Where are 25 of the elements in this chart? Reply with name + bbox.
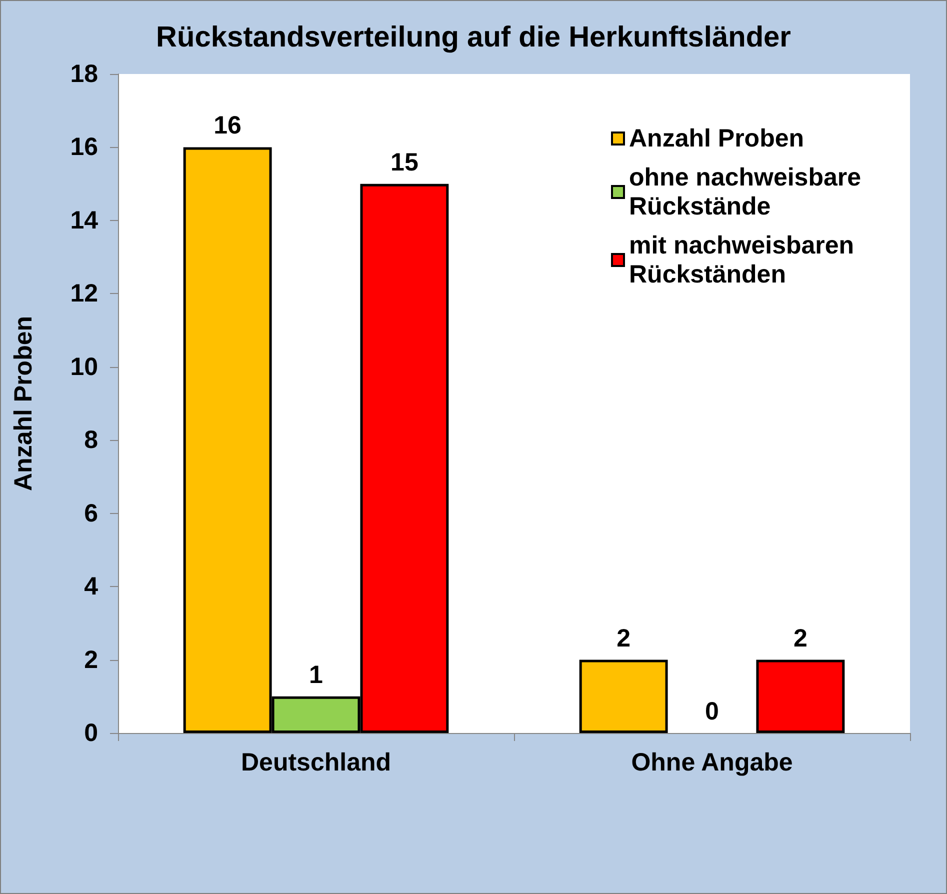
data-label: 0 [705, 698, 719, 726]
y-tick-label: 0 [84, 719, 98, 747]
y-tick-label: 18 [70, 60, 98, 88]
y-tick-label: 12 [70, 280, 98, 308]
legend-label: mit nachweisbaren Rückständen [629, 232, 862, 288]
y-tick-label: 8 [84, 426, 98, 454]
y-tick-label: 10 [70, 352, 98, 381]
legend-label: ohne nachweisbare Rückstände [629, 164, 868, 220]
bar [579, 660, 668, 733]
data-label: 2 [793, 624, 808, 652]
chart-title: Rückstandsverteilung auf die Herkunftsländer [156, 22, 791, 54]
y-tick-label: 6 [84, 499, 98, 528]
data-label: 1 [309, 660, 324, 689]
y-tick-label: 4 [84, 572, 98, 601]
y-tick-label: 16 [70, 133, 98, 162]
data-label: 15 [390, 148, 418, 176]
bar [756, 660, 845, 733]
legend-label: Anzahl Proben [629, 124, 804, 152]
x-tick-label: Deutschland [240, 748, 392, 776]
x-tick-label: Ohne Angabe [631, 748, 793, 776]
y-axis-title: Anzahl Proben [10, 316, 38, 492]
data-label: 16 [214, 112, 242, 140]
y-tick-label: 14 [70, 206, 98, 234]
y-tick-label: 2 [84, 646, 98, 674]
data-label: 2 [616, 624, 631, 652]
